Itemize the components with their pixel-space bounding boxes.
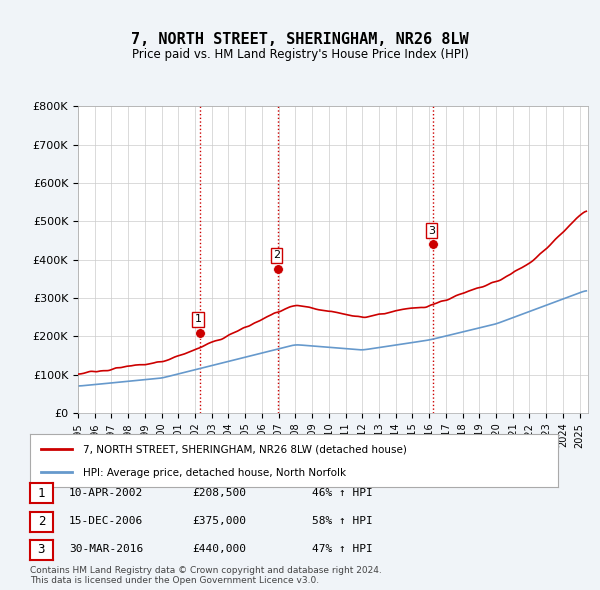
Text: 1: 1 — [38, 487, 45, 500]
Text: 15-DEC-2006: 15-DEC-2006 — [69, 516, 143, 526]
Text: £375,000: £375,000 — [192, 516, 246, 526]
Text: 1: 1 — [194, 314, 202, 325]
Text: 10-APR-2002: 10-APR-2002 — [69, 488, 143, 497]
Text: Contains HM Land Registry data © Crown copyright and database right 2024.: Contains HM Land Registry data © Crown c… — [30, 566, 382, 575]
Text: 47% ↑ HPI: 47% ↑ HPI — [312, 545, 373, 554]
Text: HPI: Average price, detached house, North Norfolk: HPI: Average price, detached house, Nort… — [83, 468, 346, 478]
Text: 2: 2 — [38, 515, 45, 528]
Text: 7, NORTH STREET, SHERINGHAM, NR26 8LW: 7, NORTH STREET, SHERINGHAM, NR26 8LW — [131, 32, 469, 47]
Text: £208,500: £208,500 — [192, 488, 246, 497]
Text: £440,000: £440,000 — [192, 545, 246, 554]
Text: 46% ↑ HPI: 46% ↑ HPI — [312, 488, 373, 497]
Text: 3: 3 — [428, 225, 435, 235]
Text: 30-MAR-2016: 30-MAR-2016 — [69, 545, 143, 554]
Text: 3: 3 — [38, 543, 45, 556]
Text: Price paid vs. HM Land Registry's House Price Index (HPI): Price paid vs. HM Land Registry's House … — [131, 48, 469, 61]
Text: This data is licensed under the Open Government Licence v3.0.: This data is licensed under the Open Gov… — [30, 576, 319, 585]
Text: 2: 2 — [273, 250, 280, 260]
Text: 7, NORTH STREET, SHERINGHAM, NR26 8LW (detached house): 7, NORTH STREET, SHERINGHAM, NR26 8LW (d… — [83, 445, 407, 454]
Text: 58% ↑ HPI: 58% ↑ HPI — [312, 516, 373, 526]
